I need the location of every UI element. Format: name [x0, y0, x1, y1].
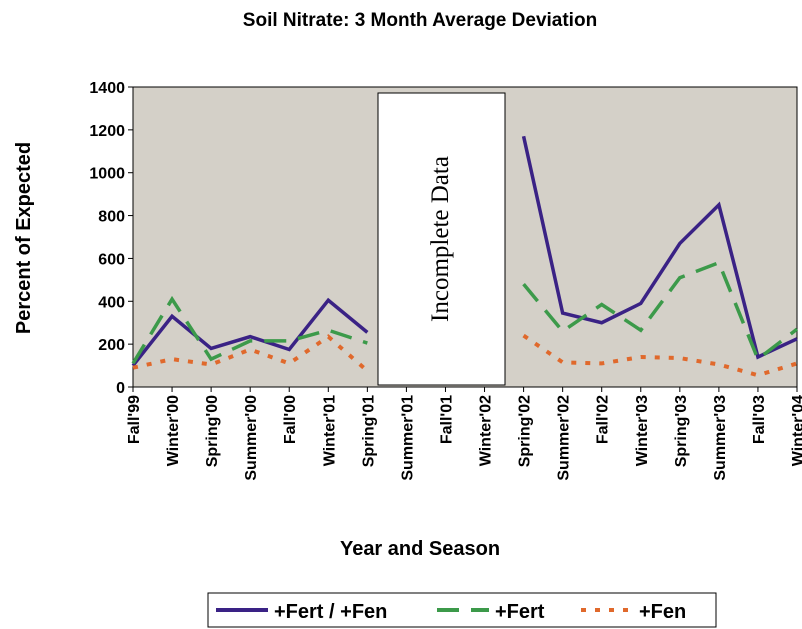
y-tick-label: 400 [98, 294, 125, 311]
legend-label: +Fert [495, 601, 545, 623]
legend-item: +Fert / +Fen [216, 601, 387, 623]
x-tick-label: Spring'01 [360, 395, 377, 467]
x-tick-label: Winter'01 [321, 395, 338, 466]
x-tick-label: Fall'01 [438, 395, 455, 444]
x-tick-label: Summer'00 [243, 395, 260, 481]
legend-item: +Fen [581, 601, 686, 623]
legend-label: +Fert / +Fen [274, 601, 387, 623]
x-tick-label: Summer'01 [399, 395, 416, 481]
y-tick-label: 800 [98, 209, 125, 226]
chart-title: Soil Nitrate: 3 Month Average Deviation [243, 10, 597, 31]
y-tick-label: 1400 [89, 80, 125, 97]
x-tick-label: Fall'03 [751, 395, 768, 444]
x-tick-label: Fall'02 [595, 395, 612, 444]
y-tick-label: 1000 [89, 166, 125, 183]
y-tick-label: 0 [116, 380, 125, 397]
x-tick-label: Spring'03 [673, 395, 690, 467]
series-line [131, 295, 368, 365]
x-tick-label: Fall'00 [282, 395, 299, 444]
y-tick-label: 200 [98, 337, 125, 354]
x-tick-label: Fall'99 [126, 395, 143, 444]
x-tick-label: Spring'00 [204, 395, 221, 467]
x-tick-label: Winter'02 [478, 395, 495, 466]
y-tick-label: 600 [98, 251, 125, 268]
y-tick-label: 1200 [89, 123, 125, 140]
series-line [132, 334, 369, 373]
series-line [521, 135, 798, 360]
annotation: Incomplete Data [427, 156, 454, 322]
series-line [522, 333, 798, 378]
x-tick-label: Summer'02 [556, 395, 573, 481]
legend-label: +Fen [639, 601, 686, 623]
x-axis-label: Year and Season [340, 538, 500, 560]
annotation-box [377, 92, 506, 386]
x-tick-label: Summer'03 [712, 395, 729, 481]
x-tick-label: Winter'00 [165, 395, 182, 466]
legend-box [207, 592, 717, 628]
series-line [131, 297, 369, 367]
series-line [522, 260, 799, 362]
x-tick-label: Winter'03 [634, 395, 651, 466]
legend-item: +Fert [437, 601, 545, 623]
x-tick-label: Spring'02 [517, 395, 534, 467]
y-axis-label: Percent of Expected [13, 142, 35, 334]
x-tick-label: Winter'04 [790, 395, 802, 466]
